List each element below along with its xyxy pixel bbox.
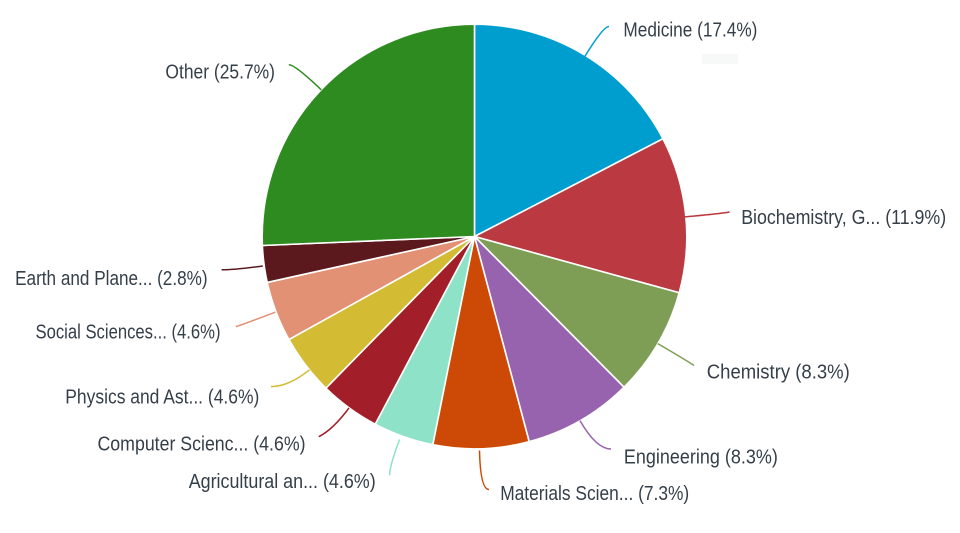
svg-text:Computer Scienc... (4.6%): Computer Scienc... (4.6%) xyxy=(98,434,306,456)
svg-text:Biochemistry, G... (11.9%): Biochemistry, G... (11.9%) xyxy=(741,207,946,229)
svg-text:Physics and Ast... (4.6%): Physics and Ast... (4.6%) xyxy=(65,386,259,408)
svg-text:Engineering (8.3%): Engineering (8.3%) xyxy=(624,446,778,468)
svg-text:Medicine (17.4%): Medicine (17.4%) xyxy=(623,19,757,41)
svg-text:Chemistry (8.3%): Chemistry (8.3%) xyxy=(707,362,850,384)
svg-text:Earth and Plane... (2.8%): Earth and Plane... (2.8%) xyxy=(15,268,208,290)
svg-text:Other (25.7%): Other (25.7%) xyxy=(165,62,275,84)
svg-text:Materials Scien... (7.3%): Materials Scien... (7.3%) xyxy=(500,483,689,505)
svg-text:Agricultural an... (4.6%): Agricultural an... (4.6%) xyxy=(189,471,376,493)
svg-text:Social Sciences... (4.6%): Social Sciences... (4.6%) xyxy=(36,322,221,344)
